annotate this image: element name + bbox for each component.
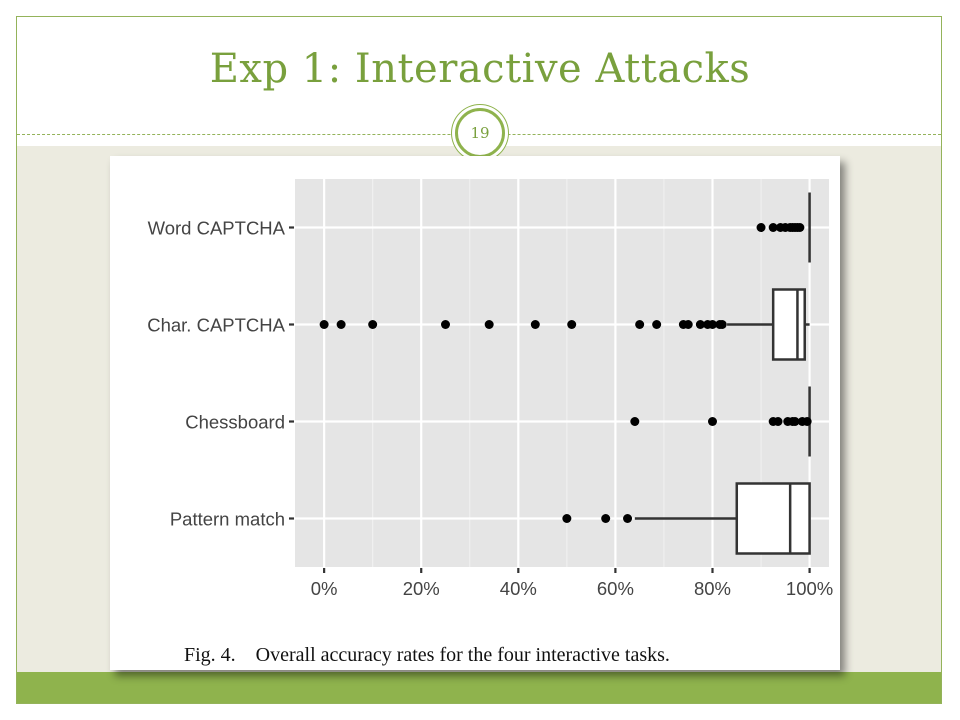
- x-tick-label: 0%: [311, 578, 338, 599]
- outlier-point: [695, 320, 705, 329]
- outlier-point: [773, 417, 783, 426]
- outlier-point: [336, 320, 346, 329]
- outlier-point: [707, 417, 717, 426]
- bottom-accent-bar: [17, 672, 941, 703]
- y-tick-label: Char. CAPTCHA: [147, 315, 285, 336]
- y-tick-label: Chessboard: [185, 412, 285, 433]
- box-char-captcha: [771, 288, 806, 361]
- outlier-point: [652, 320, 662, 329]
- outlier-point: [768, 223, 778, 232]
- outlier-point: [683, 320, 693, 329]
- outlier-point: [484, 320, 494, 329]
- slide-number-badge: 19: [455, 108, 505, 158]
- figure-panel: Word CAPTCHA Char. CAPTCHA Chessboard Patte…: [110, 156, 840, 670]
- boxplot-chart: Word CAPTCHA Char. CAPTCHA Chessboard Patte…: [147, 179, 833, 599]
- outlier-point: [567, 320, 577, 329]
- outlier-point: [319, 320, 329, 329]
- x-tick-label: 60%: [597, 578, 634, 599]
- y-tick-label: Word CAPTCHA: [148, 218, 286, 239]
- box-pattern-match: [735, 482, 811, 555]
- outlier-point: [635, 320, 645, 329]
- outlier-point: [756, 223, 766, 232]
- outlier-point: [707, 320, 717, 329]
- slide-title: Exp 1: Interactive Attacks: [209, 46, 751, 92]
- outlier-point: [717, 320, 727, 329]
- outlier-point: [630, 417, 640, 426]
- outlier-point: [601, 514, 611, 523]
- outlier-point: [623, 514, 633, 523]
- x-tick-label: 80%: [694, 578, 731, 599]
- outlier-point: [562, 514, 572, 523]
- x-tick-label: 20%: [403, 578, 440, 599]
- x-tick-label: 40%: [500, 578, 537, 599]
- y-tick-label: Pattern match: [170, 509, 285, 530]
- outlier-point: [530, 320, 540, 329]
- outlier-point: [440, 320, 450, 329]
- figure-caption: Fig. 4. Overall accuracy rates for the f…: [184, 644, 670, 666]
- outlier-point: [802, 417, 812, 426]
- outlier-point: [790, 417, 800, 426]
- outlier-point: [795, 223, 805, 232]
- outlier-point: [368, 320, 378, 329]
- x-tick-label: 100%: [786, 578, 833, 599]
